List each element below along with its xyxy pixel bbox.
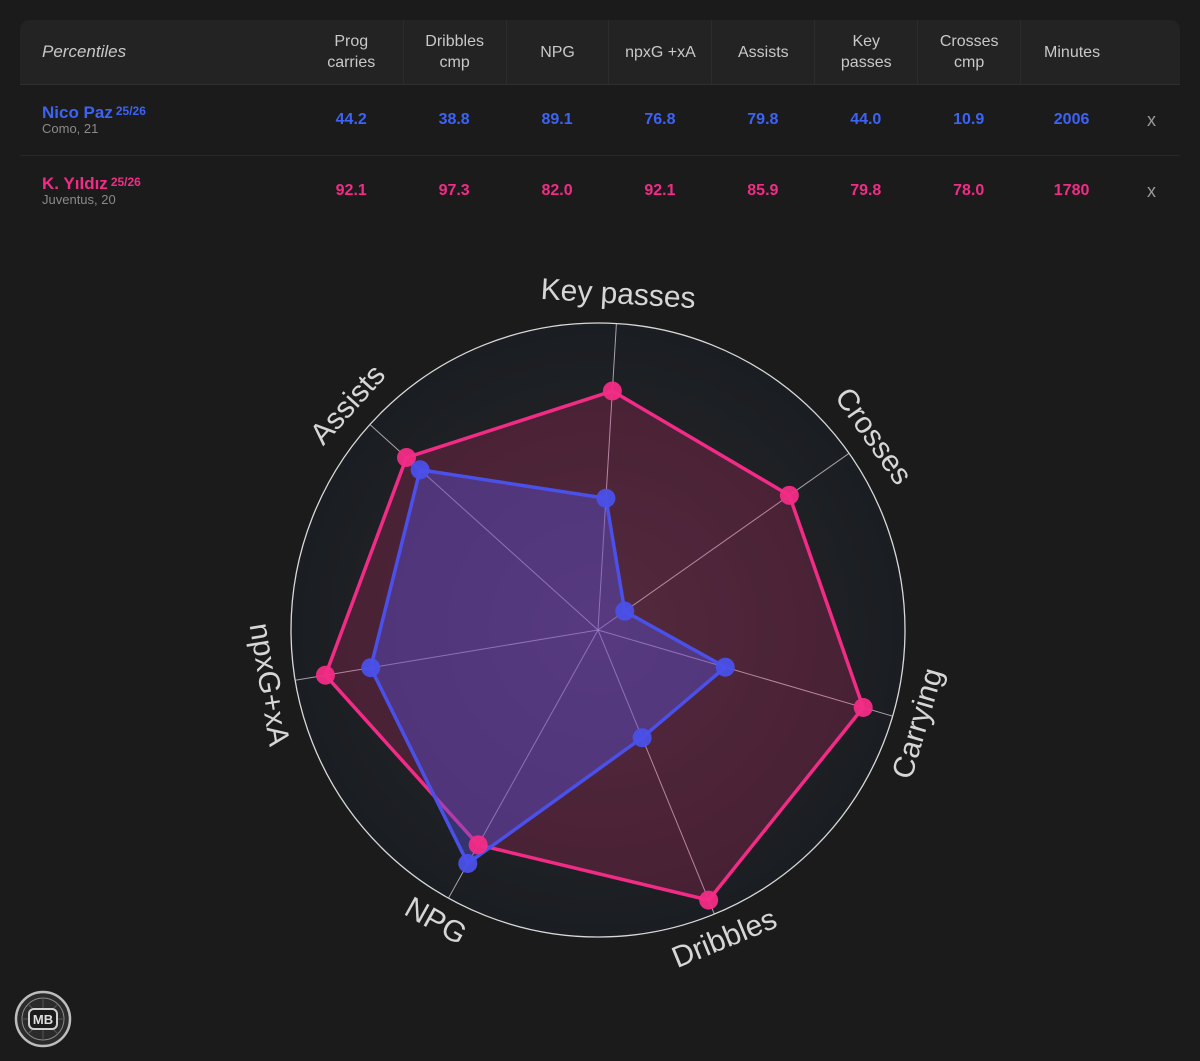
data-point — [397, 448, 417, 468]
player-name-cell: Nico Paz 25/26 Como, 21 — [20, 104, 300, 136]
logo-text: MB — [33, 1012, 53, 1027]
stat-value: 1780 — [1053, 182, 1090, 199]
data-point — [853, 698, 873, 718]
column-header: Key passes — [814, 20, 917, 84]
stat-value: 92.1 — [644, 182, 676, 199]
axis-label: npxG+xA — [243, 621, 296, 749]
stat-value: 2006 — [1053, 111, 1090, 128]
player-club: Juventus, 20 — [42, 192, 116, 207]
player-name-text: Nico Paz — [42, 103, 113, 122]
column-header-line: Dribbles — [425, 33, 484, 50]
player-name-text: K. Yıldız — [42, 174, 108, 193]
corner-label: Percentiles — [42, 42, 127, 61]
column-header: Prog carries — [300, 20, 403, 84]
column-header-line: cmp — [439, 54, 470, 71]
data-point — [715, 657, 735, 677]
column-header-line: npxG +xA — [625, 43, 696, 61]
data-point — [458, 853, 478, 873]
data-point — [699, 890, 719, 910]
remove-player-button[interactable]: x — [1147, 109, 1156, 130]
player-row: K. Yıldız 25/26 Juventus, 20 92.1 97.3 82.0 92… — [20, 156, 1180, 226]
player-name: K. Yıldız 25/26 — [42, 175, 300, 193]
column-header: Assists — [711, 20, 814, 84]
column-header: Dribbles cmp — [402, 20, 506, 84]
player-name-cell: K. Yıldız 25/26 Juventus, 20 — [20, 175, 300, 207]
column-header: npxG +xA — [608, 20, 711, 84]
column-header: Crosses cmp — [917, 20, 1020, 84]
player-club: Como, 21 — [42, 121, 99, 136]
player-row: Nico Paz 25/26 Como, 21 44.2 38.8 89.1 76.8 79.… — [20, 85, 1180, 156]
table-header: Percentiles Prog carries Dribbles cmp NPG npx… — [20, 20, 1180, 85]
stat-value: 38.8 — [438, 111, 470, 128]
stat-value: 92.1 — [335, 182, 367, 199]
stat-value: 82.0 — [541, 182, 573, 199]
radar-spoke — [448, 629, 599, 899]
column-header-line: passes — [840, 54, 892, 71]
mb-badge-icon: MB — [14, 990, 72, 1048]
stat-value: 79.8 — [747, 111, 779, 128]
data-point — [468, 835, 488, 855]
data-point — [410, 460, 430, 480]
series-area — [323, 389, 865, 902]
axis-label: Key passes — [540, 273, 697, 315]
column-header: Minutes — [1020, 20, 1123, 84]
data-point — [315, 665, 335, 685]
data-point — [779, 485, 799, 505]
column-header-line: Key — [852, 33, 881, 50]
radar-spoke — [597, 629, 715, 915]
data-point — [602, 381, 622, 401]
column-header-line: Minutes — [1044, 43, 1101, 61]
stat-value: 76.8 — [644, 111, 676, 128]
radar-svg: Key passesCrossesCarryingDribblesNPGnpxG… — [243, 273, 950, 975]
column-header-line: Assists — [738, 43, 789, 61]
column-header-line: carries — [327, 54, 376, 71]
player-season: 25/26 — [115, 104, 146, 118]
data-point — [615, 601, 635, 621]
data-point — [596, 488, 616, 508]
stat-value: 97.3 — [438, 182, 470, 199]
column-header: NPG — [505, 20, 609, 84]
column-header-line: Crosses — [939, 33, 999, 50]
player-rows: Nico Paz 25/26 Como, 21 44.2 38.8 89.1 76.8 79.… — [20, 85, 1180, 226]
stat-value: 79.8 — [850, 182, 882, 199]
series-area — [368, 468, 728, 866]
player-season: 25/26 — [110, 175, 141, 189]
column-header-line: Prog — [334, 33, 369, 50]
column-header-line: cmp — [954, 54, 985, 71]
radar-spoke — [295, 629, 599, 681]
stat-value: 78.0 — [953, 182, 985, 199]
radar-spoke — [597, 323, 617, 631]
data-point — [361, 658, 381, 678]
radar-chart: Key passes Crosses Carrying Dribbles NPG npxG… — [0, 230, 1200, 1020]
player-name: Nico Paz 25/26 — [42, 104, 300, 122]
column-header-line: NPG — [540, 43, 575, 61]
radar-spoke — [597, 629, 893, 717]
stat-value: 10.9 — [953, 111, 985, 128]
remove-player-button[interactable]: x — [1147, 180, 1156, 201]
percentile-table: Percentiles Prog carries Dribbles cmp NPG npx… — [20, 20, 1180, 226]
radar-spoke — [597, 452, 850, 631]
stat-value: 44.2 — [335, 111, 367, 128]
stat-value: 85.9 — [747, 182, 779, 199]
data-point — [632, 728, 652, 748]
stat-value: 89.1 — [541, 111, 573, 128]
stat-value: 44.0 — [850, 111, 882, 128]
